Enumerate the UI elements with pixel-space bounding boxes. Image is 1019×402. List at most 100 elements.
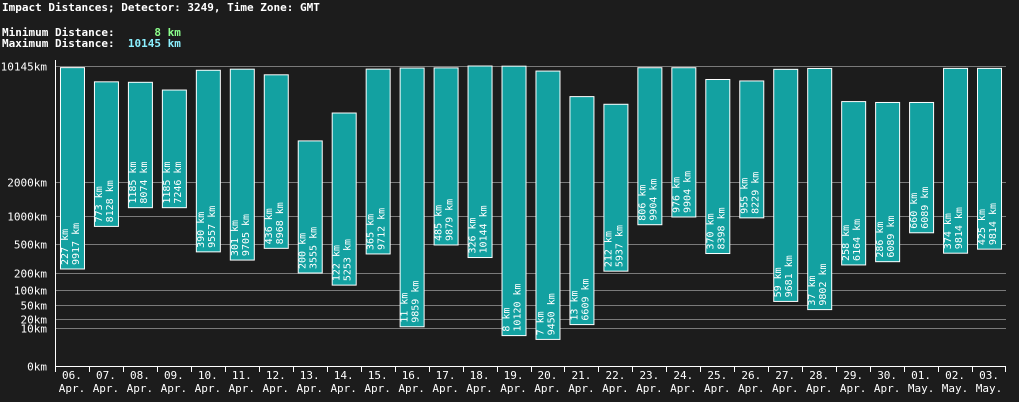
bar-group: 773 km 8128 km (93, 81, 119, 227)
x-tick-label-day: 24. (673, 369, 693, 382)
bar (671, 67, 697, 218)
bars: 227 km 9917 km 773 km 8128 km 1185 km 8074 km… (60, 65, 1003, 340)
x-tick-label-month: Apr. (704, 382, 731, 395)
x-tick-label-day: 09. (164, 369, 184, 382)
bar-min-label: 425 km (977, 209, 988, 245)
bar-min-label: 301 km (230, 220, 241, 256)
bar-max-label: 9904 km (682, 171, 693, 213)
bar-max-label: 8074 km (139, 162, 150, 204)
bar-min-label: 374 km (943, 213, 954, 249)
bar-min-label: 11 km (400, 293, 411, 323)
x-tick-label-month: Apr. (840, 382, 867, 395)
x-tick-label-day: 16. (402, 369, 422, 382)
x-tick-label-day: 29. (843, 369, 863, 382)
x-tick-label-month: Apr. (59, 382, 86, 395)
bar-min-label: 59 km (773, 267, 784, 297)
bar-min-label: 286 km (875, 222, 886, 258)
x-axis: 06.Apr.07.Apr.08.Apr.09.Apr.10.Apr.11.Ap… (55, 366, 1006, 395)
bar-group: 8 km 10120 km (501, 65, 527, 337)
bar-max-label: 9450 km (546, 293, 557, 335)
bar-max-label: 8229 km (750, 172, 761, 214)
x-tick-label-month: Apr. (93, 382, 120, 395)
x-tick-label-month: Apr. (127, 382, 154, 395)
bar (977, 67, 1003, 250)
bar-min-label: 1185 km (128, 162, 139, 204)
bar-max-label: 9681 km (784, 255, 795, 297)
bar (909, 101, 935, 234)
x-tick-label-day: 07. (96, 369, 116, 382)
bar-min-label: 326 km (468, 217, 479, 253)
x-tick-label-month: Apr. (161, 382, 188, 395)
bar-max-label: 9705 km (241, 214, 252, 256)
x-tick-label-month: Apr. (432, 382, 459, 395)
bar-group: 485 km 9879 km (433, 67, 459, 246)
bar-min-label: 8 km (502, 308, 513, 332)
bar (569, 96, 595, 326)
bar-min-label: 976 km (671, 177, 682, 213)
minimum-distance-value: 8 km (154, 26, 181, 39)
bar-max-label: 7246 km (173, 162, 184, 204)
bar-max-label: 10120 km (513, 283, 524, 331)
x-tick-label-month: Apr. (806, 382, 833, 395)
x-tick-label-month: Apr. (229, 382, 256, 395)
minimum-distance-label: Minimum Distance: (2, 26, 115, 39)
bar (161, 89, 187, 209)
bar-group: 436 km 8968 km (263, 74, 289, 249)
x-tick-label-month: Apr. (534, 382, 561, 395)
x-tick-label-day: 06. (62, 369, 82, 382)
bar-group: 660 km 6089 km (909, 101, 935, 234)
bar (229, 68, 255, 261)
bar-min-label: 436 km (264, 208, 275, 244)
x-tick-label-day: 28. (809, 369, 829, 382)
x-tick-label-month: Apr. (602, 382, 629, 395)
bar-max-label: 6089 km (920, 187, 931, 229)
bar-max-label: 9712 km (377, 208, 388, 250)
bar-max-label: 8398 km (716, 207, 727, 249)
x-tick-label-day: 25. (707, 369, 727, 382)
bar (535, 70, 561, 340)
bar-max-label: 9814 km (954, 207, 965, 249)
bar-min-label: 660 km (909, 193, 920, 229)
x-tick-label-month: Apr. (330, 382, 357, 395)
bar-min-label: 13 km (569, 290, 580, 320)
bar-min-label: 212 km (603, 231, 614, 267)
bar (943, 67, 969, 254)
y-tick-label: 20km (21, 314, 48, 327)
bar-group: 425 km 9814 km (977, 67, 1003, 250)
bar-min-label: 200 km (298, 233, 309, 269)
bar-group: 374 km 9814 km (943, 67, 969, 254)
x-tick-label-day: 12. (266, 369, 286, 382)
x-tick-label-month: Apr. (772, 382, 799, 395)
bar-min-label: 955 km (739, 178, 750, 214)
bar-min-label: 485 km (434, 205, 445, 241)
y-tick-label: 10145km (1, 61, 48, 74)
bar-group: 301 km 9705 km (229, 68, 255, 261)
x-tick-label-month: May. (976, 382, 1003, 395)
bar-max-label: 6164 km (852, 219, 863, 261)
bar (297, 140, 323, 274)
bar-max-label: 9802 km (818, 263, 829, 305)
bar (263, 74, 289, 249)
bar-group: 258 km 6164 km (841, 101, 867, 266)
x-tick-label-day: 15. (368, 369, 388, 382)
bar (195, 69, 221, 253)
bar-max-label: 9859 km (411, 281, 422, 323)
bar (773, 68, 799, 302)
y-tick-label: 50km (21, 300, 48, 313)
bar (433, 67, 459, 246)
x-tick-label-day: 27. (775, 369, 795, 382)
bar-max-label: 6089 km (886, 216, 897, 258)
bar-min-label: 37 km (807, 275, 818, 305)
bar-min-label: 773 km (94, 186, 105, 222)
x-tick-label-day: 08. (130, 369, 150, 382)
y-tick-label: 2000km (7, 177, 47, 190)
y-tick-label: 200km (14, 268, 47, 281)
x-tick-label-month: Apr. (364, 382, 391, 395)
x-tick-label-day: 10. (198, 369, 218, 382)
x-tick-label-month: Apr. (874, 382, 901, 395)
x-tick-label-month: Apr. (738, 382, 765, 395)
y-tick-label: 10km (21, 323, 48, 336)
bar-group: 227 km 9917 km (60, 67, 85, 270)
minimum-distance-row: Minimum Distance: 8 km (2, 26, 181, 39)
